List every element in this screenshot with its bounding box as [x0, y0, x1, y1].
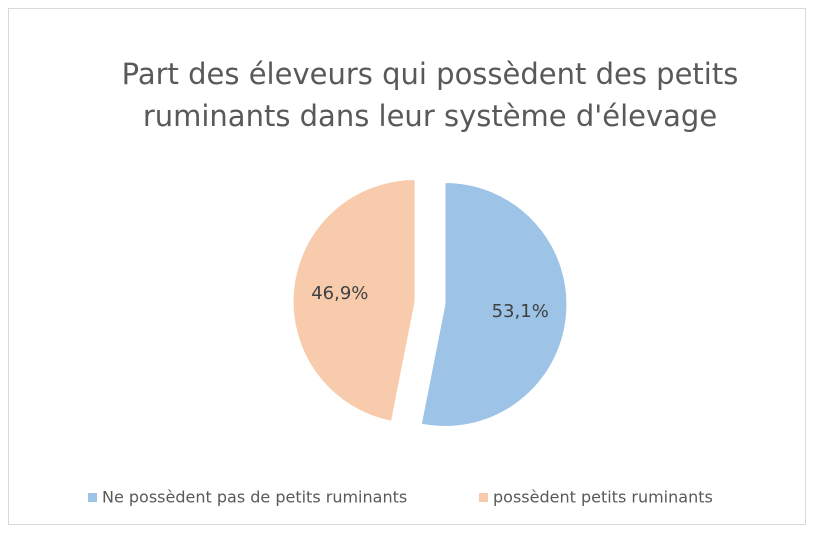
pie-slice — [420, 181, 568, 427]
data-label: 53,1% — [492, 301, 549, 322]
legend-swatch — [479, 493, 488, 502]
legend-label: Ne possèdent pas de petits ruminants — [102, 488, 407, 507]
chart-title: Part des éleveurs qui possèdent des peti… — [122, 57, 739, 91]
legend-label: possèdent petits ruminants — [493, 488, 713, 507]
chart-title: ruminants dans leur système d'élevage — [143, 99, 717, 133]
legend-swatch — [88, 493, 97, 502]
pie-slice — [292, 179, 416, 422]
data-label: 46,9% — [311, 283, 368, 304]
